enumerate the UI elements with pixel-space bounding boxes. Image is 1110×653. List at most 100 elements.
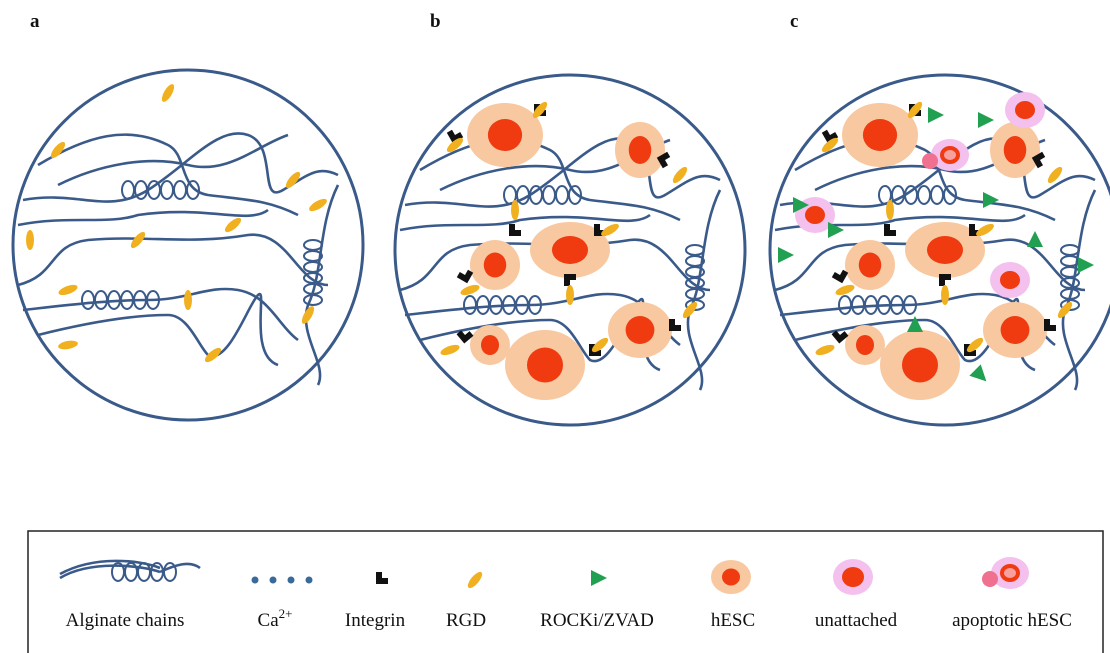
integrin (376, 572, 388, 584)
nucleus (805, 206, 825, 224)
inhibitor (778, 247, 794, 263)
legend-label: hESC (711, 610, 755, 631)
rgd (814, 343, 836, 357)
helix-loop (304, 295, 322, 305)
fragment (922, 153, 938, 169)
integrin (509, 224, 521, 236)
inhibitor (969, 364, 992, 387)
helix-loop (918, 186, 930, 204)
legend-label-sup: 2+ (279, 606, 293, 621)
legend-label: Ca2+ (258, 606, 293, 631)
fragment (982, 571, 998, 587)
helix-loop (686, 245, 704, 255)
nucleus (484, 253, 507, 278)
nucleus (859, 253, 882, 278)
alginate-chain (23, 133, 338, 201)
nucleus (626, 316, 655, 344)
helix-loop (138, 563, 150, 581)
legend-label: RGD (446, 610, 486, 631)
rgd (203, 346, 223, 365)
nucleus (927, 236, 963, 264)
inhibitor (591, 570, 607, 586)
legend-icons (60, 557, 1029, 595)
legend-label: unattached (815, 610, 898, 631)
nucleus (1000, 271, 1020, 289)
inhibitor (983, 192, 999, 208)
helix-loop (164, 563, 176, 581)
nucleus (1004, 136, 1027, 164)
panels (13, 70, 1110, 425)
nucleus (481, 335, 499, 355)
nucleus (842, 567, 864, 587)
integrin (939, 274, 951, 286)
legend-label-text: Ca (258, 610, 280, 631)
nucleus (527, 348, 563, 383)
hydrogel-panel (395, 75, 745, 425)
hydrogel-panel (770, 75, 1110, 425)
integrin (1044, 319, 1056, 331)
rgd (184, 290, 192, 310)
helix-loop (543, 186, 555, 204)
helix-loop (1061, 245, 1079, 255)
helix-loop (477, 296, 489, 314)
calcium-dot (306, 577, 313, 584)
inhibitor (907, 316, 923, 332)
helix-loop (839, 296, 851, 314)
alginate-chain (58, 135, 288, 185)
nucleus (552, 236, 588, 264)
rgd (906, 100, 925, 120)
helix-loop (464, 296, 476, 314)
rgd (466, 570, 485, 590)
hydrogel-panel (13, 70, 363, 420)
panel-label: a (30, 11, 40, 32)
nucleus (629, 136, 652, 164)
rgd (223, 216, 243, 235)
helix-loop (122, 181, 134, 199)
helix-loop (161, 181, 173, 199)
legend-label: apoptotic hESC (952, 610, 1072, 631)
panel-label: c (790, 11, 798, 32)
inhibitor (928, 107, 944, 123)
rgd (57, 339, 78, 350)
integrin (564, 274, 576, 286)
rgd (307, 197, 328, 214)
helix-loop (95, 291, 107, 309)
nucleus (1015, 101, 1035, 119)
integrin (669, 319, 681, 331)
helix-loop (174, 181, 186, 199)
nucleus-core (944, 150, 956, 160)
rgd (886, 200, 894, 220)
figure: a b c Alginate chains Ca2+ Integrin RGD … (0, 0, 1110, 653)
bead-outline (13, 70, 363, 420)
nucleus (1001, 316, 1030, 344)
inhibitor (1078, 257, 1094, 273)
rgd (439, 343, 461, 357)
helix-loop (517, 186, 529, 204)
helix-loop (931, 186, 943, 204)
rgd (26, 230, 34, 250)
rgd (531, 100, 550, 120)
calcium-dot (288, 577, 295, 584)
legend-label: Integrin (345, 610, 406, 631)
inhibitor (978, 112, 994, 128)
calcium-dot (270, 577, 277, 584)
calcium-dot (252, 577, 259, 584)
nucleus (856, 335, 874, 355)
panel-label: b (430, 11, 441, 32)
nucleus (488, 119, 522, 151)
legend-label: ROCKi/ZVAD (540, 610, 654, 631)
legend-box (28, 531, 1103, 653)
rgd (511, 200, 519, 220)
helix-loop (82, 291, 94, 309)
helix-loop (135, 181, 147, 199)
nucleus-core (1004, 568, 1016, 578)
alginate-chain (18, 235, 328, 285)
rgd (57, 283, 79, 297)
helix-loop (892, 186, 904, 204)
nucleus (863, 119, 897, 151)
integrin (884, 224, 896, 236)
legend-label: Alginate chains (66, 610, 185, 631)
nucleus (902, 348, 938, 383)
helix-loop (556, 186, 568, 204)
helix-loop (304, 240, 322, 250)
